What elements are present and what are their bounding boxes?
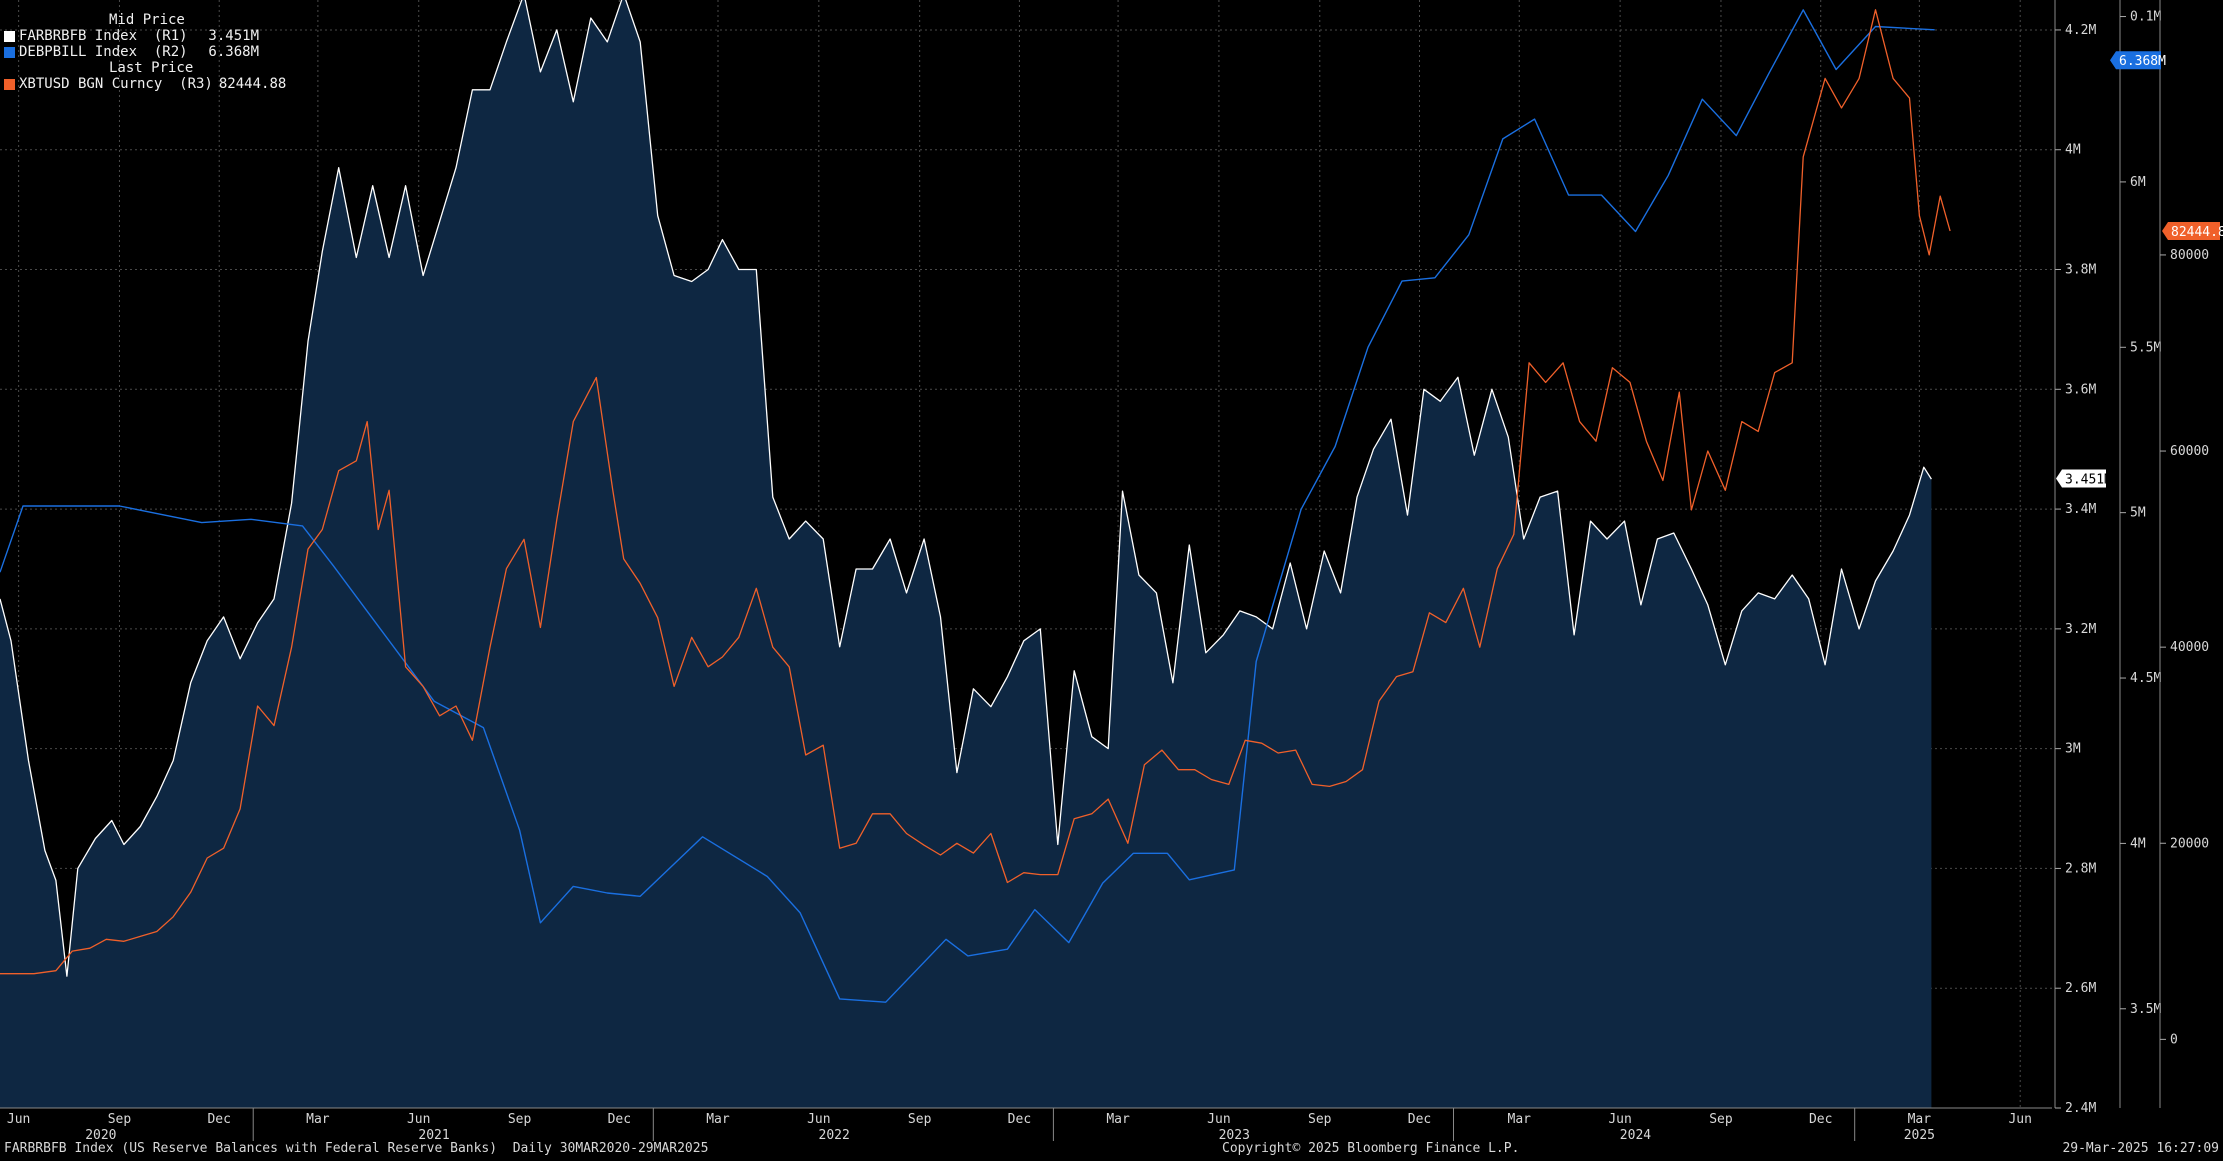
y-tick-label-r2: 5.5M [2130, 340, 2161, 355]
x-tick-label: Mar [706, 1112, 730, 1127]
y-tick-label-r1: 2.8M [2065, 861, 2096, 876]
x-tick-label: Mar [1106, 1112, 1130, 1127]
y-tick-label-r1: 3.8M [2065, 263, 2096, 278]
last-value-label-r2: 6.368M [2119, 54, 2166, 69]
legend-item-debpbill[interactable]: DEBPBILL Index (R2) 6.368M [4, 44, 286, 60]
series-line-debpbill [0, 9, 1935, 1003]
x-tick-label: Dec [1008, 1112, 1031, 1127]
legend-name-xbtusd: XBTUSD BGN Curncy (R3) [19, 76, 213, 92]
y-tick-label-r1: 2.6M [2065, 981, 2096, 996]
series-fill-farbrbfb [0, 0, 1932, 1108]
x-tick-label: Dec [608, 1112, 631, 1127]
x-tick-label: Jun [807, 1112, 830, 1127]
x-year-label: 2021 [418, 1128, 449, 1143]
series-line-xbtusd [0, 9, 1951, 975]
y-tick-label-r3: 0 [2170, 1032, 2178, 1047]
x-tick-label: Jun [407, 1112, 430, 1127]
y-tick-label-r1: 3.2M [2065, 622, 2096, 637]
y-tick-label-r3: 40000 [2170, 640, 2209, 655]
x-tick-label: Dec [1809, 1112, 1832, 1127]
y-tick-label-r2: 6M [2130, 175, 2146, 190]
x-tick-label: Mar [1508, 1112, 1532, 1127]
x-tick-label: Sep [1308, 1112, 1332, 1127]
y-tick-label-r2: 5M [2130, 506, 2146, 521]
last-value-tags: 3.451M 6.368M 82444.88 [2056, 51, 2223, 488]
legend-item-xbtusd[interactable]: XBTUSD BGN Curncy (R3) 82444.88 [4, 76, 286, 92]
legend: Mid Price FARBRBFB Index (R1) 3.451M DEB… [4, 12, 286, 92]
footer-timestamp: 29-Mar-2025 16:27:09 [2062, 1141, 2219, 1156]
x-tick-label: Sep [1709, 1112, 1733, 1127]
x-year-label: 2024 [1620, 1128, 1651, 1143]
x-tick-label: Dec [1408, 1112, 1431, 1127]
legend-item-farbrbfb[interactable]: FARBRBFB Index (R1) 3.451M [4, 28, 286, 44]
x-tick-label: Jun [1608, 1112, 1631, 1127]
x-tick-label: Sep [508, 1112, 532, 1127]
x-year-label: 2023 [1219, 1128, 1250, 1143]
last-value-tag-r3 [2162, 221, 2220, 240]
y-tick-label-r1: 3.6M [2065, 382, 2096, 397]
legend-header-mid: Mid Price [109, 12, 185, 28]
x-year-label: 2022 [819, 1128, 850, 1143]
series-lines [0, 0, 1951, 1003]
y-tick-label-r2: 0.1M [2130, 10, 2161, 25]
last-value-tag-r2 [2110, 51, 2161, 70]
x-tick-label: Jun [7, 1112, 30, 1127]
footer-copyright: Copyright© 2025 Bloomberg Finance L.P. [1222, 1141, 1520, 1156]
y-tick-label-r1: 2.4M [2065, 1101, 2096, 1116]
x-tick-label: Sep [908, 1112, 932, 1127]
footer-description: FARBRBFB Index (US Reserve Balances with… [4, 1141, 709, 1156]
legend-value-debpbill: 6.368M [208, 44, 259, 60]
legend-swatch-debpbill [4, 46, 15, 58]
y-tick-label-r1: 4M [2065, 143, 2081, 158]
x-year-label: 2025 [1904, 1128, 1935, 1143]
y-tick-label-r2: 4M [2130, 836, 2146, 851]
x-tick-label: Jun [1207, 1112, 1230, 1127]
legend-value-farbrbfb: 3.451M [208, 28, 259, 44]
x-tick-label: Mar [1908, 1112, 1932, 1127]
series-line-farbrbfb [0, 0, 1932, 977]
x-tick-label: Jun [2008, 1112, 2031, 1127]
x-year-label: 2020 [85, 1128, 116, 1143]
x-tick-label: Mar [306, 1112, 330, 1127]
x-tick-label: Sep [108, 1112, 132, 1127]
legend-header-last: Last Price [109, 60, 194, 76]
y-tick-label-r1: 3M [2065, 742, 2081, 757]
x-tick-label: Dec [207, 1112, 230, 1127]
legend-value-xbtusd: 82444.88 [218, 76, 287, 92]
y-tick-label-r1: 4.2M [2065, 23, 2096, 38]
legend-name-debpbill: DEBPBILL Index (R2) [19, 44, 188, 60]
y-tick-label-r1: 3.4M [2065, 502, 2096, 517]
last-value-label-r3: 82444.88 [2171, 225, 2223, 240]
y-tick-label-r3: 20000 [2170, 836, 2209, 851]
legend-swatch-farbrbfb [4, 30, 15, 42]
last-value-label-r1: 3.451M [2065, 473, 2112, 488]
axes: Jun Sep Dec Mar Jun Sep Dec Mar Jun Sep Dec Mar Jun S… [0, 0, 2209, 1143]
series-fills [0, 0, 1932, 1108]
legend-swatch-xbtusd [4, 78, 15, 90]
y-tick-label-r3: 80000 [2170, 248, 2209, 263]
y-tick-label-r2: 4.5M [2130, 671, 2161, 686]
y-tick-label-r2: 3.5M [2130, 1002, 2161, 1017]
last-value-tag-r1 [2056, 469, 2106, 488]
legend-name-farbrbfb: FARBRBFB Index (R1) [19, 28, 188, 44]
y-tick-label-r3: 60000 [2170, 444, 2209, 459]
